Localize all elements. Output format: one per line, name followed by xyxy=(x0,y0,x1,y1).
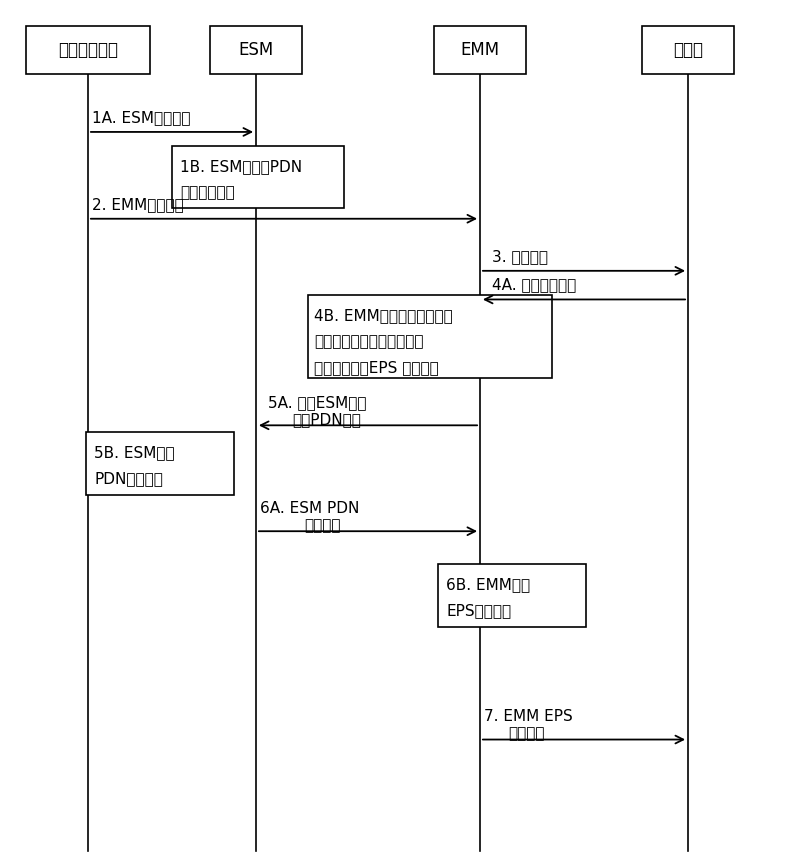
Text: 6B. EMM开始: 6B. EMM开始 xyxy=(446,577,530,592)
Bar xyxy=(642,26,734,74)
Text: 接入层: 接入层 xyxy=(673,41,703,59)
Bar xyxy=(172,146,344,208)
Text: 1A. ESM开机指示: 1A. ESM开机指示 xyxy=(92,110,190,125)
Bar xyxy=(438,564,586,627)
Text: 连接请求: 连接请求 xyxy=(304,518,341,533)
Text: 4A. 终端驻留指示: 4A. 终端驻留指示 xyxy=(492,278,576,293)
Text: 5B. ESM开始: 5B. ESM开始 xyxy=(94,445,175,460)
Text: 附着请求: 附着请求 xyxy=(508,727,545,741)
Bar xyxy=(308,295,552,378)
Bar xyxy=(434,26,526,74)
Text: 开始PDN连接: 开始PDN连接 xyxy=(292,412,361,427)
Text: 5A. 请求ESM模块: 5A. 请求ESM模块 xyxy=(268,395,366,410)
Text: PDN连接请求: PDN连接请求 xyxy=(94,471,163,486)
Text: ESM: ESM xyxy=(238,41,274,59)
Text: EPS附着过程: EPS附着过程 xyxy=(446,603,511,618)
Bar xyxy=(210,26,302,74)
Text: 够提供正常服务，并且当前: 够提供正常服务，并且当前 xyxy=(314,334,424,349)
Text: 7. EMM EPS: 7. EMM EPS xyxy=(484,709,573,724)
Text: EMM: EMM xyxy=(461,41,499,59)
Text: 连接建立请求: 连接建立请求 xyxy=(180,185,234,200)
Text: 1B. ESM不发起PDN: 1B. ESM不发起PDN xyxy=(180,159,302,174)
Text: 小区还未进行EPS 附着过程: 小区还未进行EPS 附着过程 xyxy=(314,360,439,375)
Text: 4B. EMM当前驻留的小区能: 4B. EMM当前驻留的小区能 xyxy=(314,308,453,323)
Text: 6A. ESM PDN: 6A. ESM PDN xyxy=(260,501,359,516)
Bar xyxy=(26,26,150,74)
Text: 2. EMM开机指示: 2. EMM开机指示 xyxy=(92,197,184,212)
Text: 3. 请求找网: 3. 请求找网 xyxy=(492,249,548,264)
Text: 高层控制模块: 高层控制模块 xyxy=(58,41,118,59)
Bar xyxy=(86,432,234,495)
